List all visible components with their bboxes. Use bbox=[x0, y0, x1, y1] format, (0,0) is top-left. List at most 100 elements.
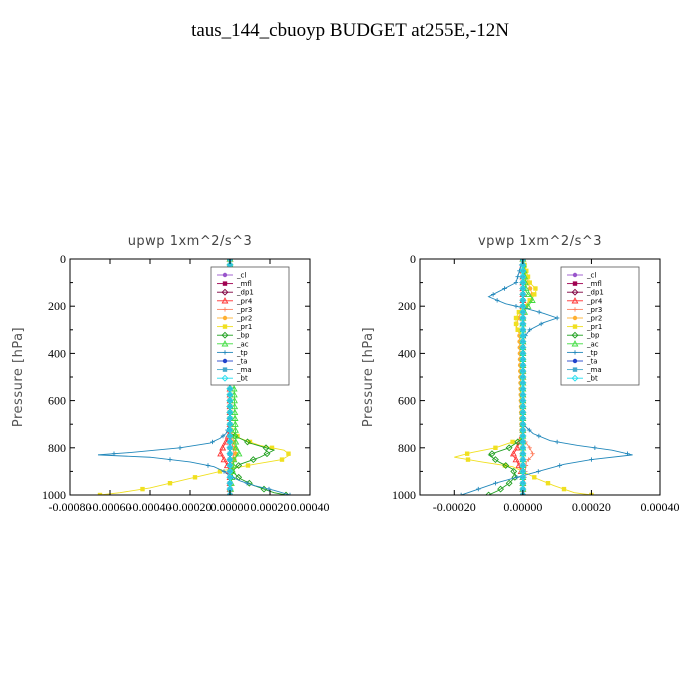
vpwp-legend-label: _dp1 bbox=[586, 289, 604, 297]
upwp-ytick-label: 0 bbox=[60, 252, 66, 266]
vpwp-point_tp bbox=[536, 309, 542, 315]
vpwp-legend-label: _pr1 bbox=[586, 323, 602, 331]
upwp-legend-marker bbox=[221, 340, 229, 347]
upwp-point_pr1 bbox=[279, 457, 285, 462]
upwp-xtick-label: 0.00040 bbox=[291, 500, 330, 514]
vpwp-point_bp bbox=[502, 462, 510, 469]
upwp-legend-marker bbox=[222, 281, 228, 286]
vpwp-point_tp bbox=[538, 321, 544, 327]
upwp-xtick-label: -0.00020 bbox=[169, 500, 212, 514]
vpwp-point_pr1 bbox=[510, 439, 515, 445]
vpwp-legend-label: _bp bbox=[586, 332, 600, 340]
upwp-point_pr1 bbox=[286, 451, 291, 456]
upwp-ytick-label: 1000 bbox=[42, 488, 66, 502]
vpwp-point_tp bbox=[536, 469, 541, 474]
vpwp-ytick-label: 600 bbox=[398, 394, 416, 408]
upwp-legend-label: _cl bbox=[236, 272, 246, 280]
upwp-legend-label: _ta bbox=[236, 358, 248, 366]
vpwp-ytick-label: 1000 bbox=[392, 488, 416, 502]
vpwp-legend-label: _pr4 bbox=[586, 297, 603, 305]
vpwp-point_bt bbox=[519, 491, 527, 495]
upwp-point_ac bbox=[235, 450, 243, 457]
vpwp-point_tp bbox=[513, 280, 519, 285]
upwp-point_tp bbox=[205, 463, 211, 468]
upwp-point_bp bbox=[263, 450, 271, 458]
upwp-xtick-label: -0.00080 bbox=[49, 500, 92, 514]
upwp-plot: upwp 1xm^2/s^3 Pressure [hPa] 0 200 400 600 80… bbox=[11, 234, 330, 514]
upwp-point_pr1 bbox=[167, 481, 173, 486]
vpwp-ytick-label: 0 bbox=[410, 252, 416, 266]
vpwp-legend-label: _ac bbox=[586, 340, 599, 348]
upwp-legend-marker bbox=[222, 272, 228, 278]
upwp-legend-label: _bt bbox=[236, 375, 248, 383]
upwp-ytick-label: 200 bbox=[48, 299, 66, 313]
vpwp-point_pr1 bbox=[532, 475, 537, 480]
upwp-legend-label: _pr2 bbox=[236, 315, 252, 323]
upwp-legend-marker bbox=[222, 367, 228, 372]
upwp-legend-label: _pr4 bbox=[236, 297, 253, 305]
vpwp-point_pr1 bbox=[513, 321, 519, 327]
vpwp-xtick-label: 0.00000 bbox=[503, 500, 542, 514]
vpwp-legend-marker bbox=[571, 297, 579, 304]
upwp-point_ac bbox=[232, 444, 240, 451]
upwp-point_bt bbox=[226, 491, 234, 495]
vpwp-legend-marker bbox=[571, 288, 579, 296]
vpwp-point_tp bbox=[490, 292, 496, 297]
vpwp-point_tp bbox=[527, 327, 532, 332]
vpwp-legend-marker bbox=[572, 307, 578, 312]
vpwp-legend-label: _pr3 bbox=[586, 306, 602, 314]
upwp-point_pr4 bbox=[220, 455, 228, 463]
vpwp-point_pr1 bbox=[464, 451, 470, 456]
vpwp-point_pr1 bbox=[525, 274, 531, 279]
vpwp-point_bp bbox=[491, 456, 499, 464]
upwp-legend-marker bbox=[221, 374, 229, 382]
upwp-point_pr1 bbox=[217, 469, 223, 474]
upwp-legend-marker bbox=[221, 297, 229, 304]
vpwp-point_pr4 bbox=[513, 444, 521, 451]
upwp-point_ac bbox=[232, 432, 240, 439]
upwp-point_ac bbox=[231, 408, 239, 416]
vpwp-point_pr1 bbox=[533, 286, 538, 291]
vpwp-xtick-label: -0.00020 bbox=[433, 500, 476, 514]
upwp-ytick-label: 400 bbox=[48, 346, 66, 360]
vpwp-point_tp bbox=[589, 457, 594, 462]
vpwp-point_tp bbox=[554, 315, 560, 321]
vpwp-point_tp bbox=[554, 439, 560, 445]
upwp-legend-marker bbox=[221, 331, 229, 339]
vpwp-point_pr1 bbox=[532, 292, 537, 297]
vpwp-xtick-label: 0.00040 bbox=[641, 500, 680, 514]
vpwp-point_pr1 bbox=[493, 445, 498, 450]
upwp-xtick-label: -0.00040 bbox=[129, 500, 172, 514]
vpwp-point_tp bbox=[592, 445, 598, 450]
upwp-point_bp bbox=[245, 479, 253, 487]
upwp-point_pr1 bbox=[140, 486, 145, 492]
vpwp-legend-marker bbox=[572, 324, 578, 329]
upwp-xtick-label: -0.00060 bbox=[89, 500, 132, 514]
vpwp-point_bp bbox=[488, 450, 496, 458]
upwp-legend: _cl_mfl_dp1_pr4_pr3_pr2_pr1_bp_ac_tp_ta_… bbox=[210, 266, 290, 386]
upwp-ytick-label: 600 bbox=[48, 394, 66, 408]
vpwp-xtick-label: 0.00020 bbox=[572, 500, 611, 514]
upwp-point_ac bbox=[232, 438, 240, 445]
upwp-legend-marker bbox=[222, 358, 228, 364]
upwp-point_pr1 bbox=[269, 445, 275, 450]
upwp-legend-marker bbox=[222, 307, 228, 312]
vpwp-point_bp bbox=[505, 444, 513, 452]
upwp-legend-label: _ac bbox=[236, 340, 249, 348]
upwp-point_ac bbox=[231, 402, 239, 410]
vpwp-point_ac bbox=[525, 290, 533, 298]
vpwp-legend-label: _ta bbox=[586, 358, 598, 366]
upwp-legend-label: _bp bbox=[236, 332, 250, 340]
upwp-point_tp bbox=[210, 439, 215, 445]
upwp-point_tp bbox=[266, 486, 272, 492]
vpwp-point_tp bbox=[494, 298, 500, 303]
vpwp-legend-marker bbox=[571, 340, 579, 347]
vpwp-point_pr1 bbox=[527, 280, 532, 285]
vpwp-point_tp bbox=[536, 433, 542, 439]
upwp-legend-label: _dp1 bbox=[236, 289, 254, 297]
vpwp-point_tp bbox=[502, 286, 507, 291]
vpwp-legend-label: _mfl bbox=[586, 280, 602, 288]
upwp-point_pr1 bbox=[245, 463, 251, 468]
vpwp-point_tp bbox=[513, 304, 519, 309]
